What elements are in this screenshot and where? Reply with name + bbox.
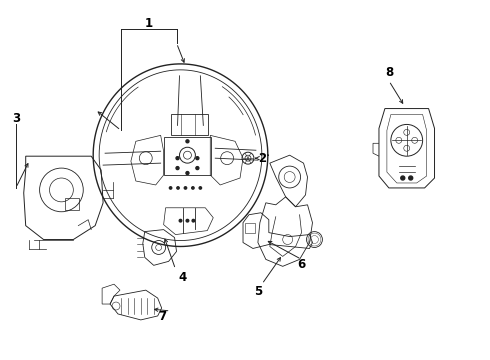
Circle shape [409, 176, 413, 180]
Bar [65, 198, 79, 210]
Circle shape [186, 219, 189, 222]
Circle shape [170, 187, 172, 189]
Bar [245, 223, 255, 233]
Text: 5: 5 [254, 285, 262, 298]
Text: 7: 7 [159, 310, 167, 323]
Text: 6: 6 [297, 258, 306, 271]
Bar [171, 113, 208, 135]
Circle shape [186, 172, 189, 175]
Text: 2: 2 [258, 152, 266, 165]
Circle shape [192, 219, 195, 222]
Circle shape [184, 187, 187, 189]
Text: 8: 8 [385, 66, 393, 79]
Circle shape [177, 187, 179, 189]
Circle shape [176, 157, 179, 159]
Circle shape [186, 140, 189, 143]
Circle shape [401, 176, 405, 180]
Text: 1: 1 [145, 17, 153, 30]
Circle shape [196, 167, 199, 170]
Circle shape [196, 157, 199, 159]
Text: 4: 4 [178, 271, 187, 284]
Circle shape [179, 219, 182, 222]
Circle shape [176, 167, 179, 170]
Bar [164, 137, 211, 175]
Text: 3: 3 [12, 112, 20, 125]
Circle shape [192, 187, 194, 189]
Circle shape [199, 187, 201, 189]
